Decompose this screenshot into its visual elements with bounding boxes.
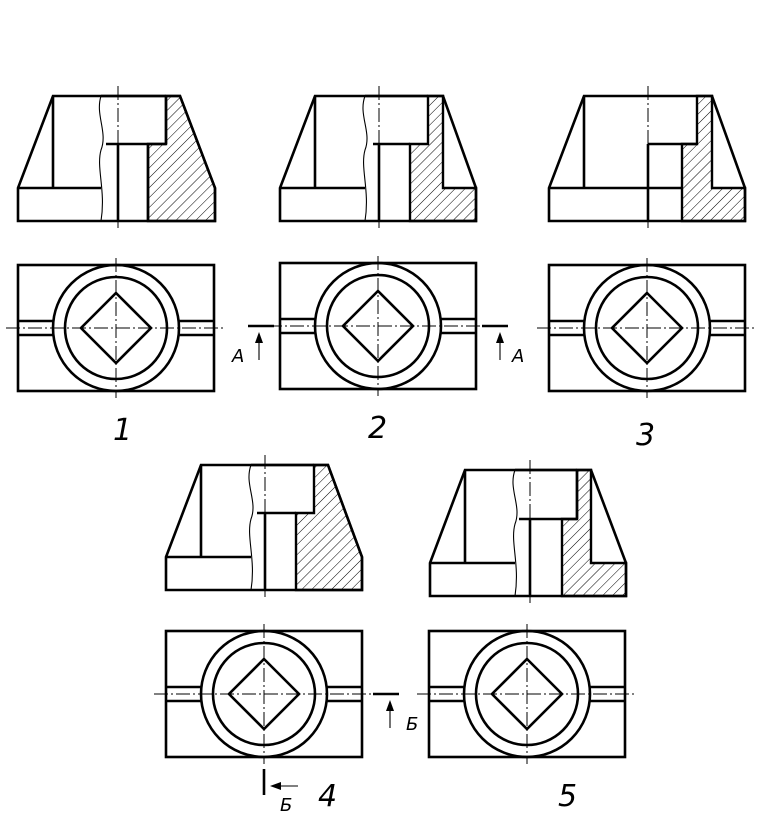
figure-4: Б Б 4 — [152, 455, 418, 816]
figure-number-2: 2 — [368, 411, 387, 446]
figure-number-3: 3 — [636, 418, 655, 453]
top-view-3 — [535, 256, 759, 400]
figure-1: 1 — [4, 86, 228, 448]
front-view-3 — [547, 94, 747, 223]
figure-2: A A 2 — [231, 86, 524, 446]
front-view-2 — [278, 94, 478, 223]
section-label-a-left: A — [231, 346, 244, 367]
front-view-1 — [16, 94, 217, 223]
section-mark-bottom-b: Б — [262, 769, 298, 816]
section-label-a-right: A — [511, 346, 524, 367]
section-label-b-right: Б — [406, 714, 418, 735]
figure-5: 5 — [415, 460, 639, 814]
section-mark-left-a: A — [231, 324, 274, 367]
front-view-5 — [428, 468, 628, 598]
top-view-4 — [152, 622, 376, 766]
top-view-1 — [4, 256, 228, 400]
section-mark-right-a: A — [482, 324, 524, 367]
front-view-4 — [164, 463, 364, 592]
section-label-b-bottom: Б — [280, 795, 292, 816]
figure-3: 3 — [535, 86, 759, 453]
top-view-2 — [266, 254, 490, 398]
figure-number-1: 1 — [113, 413, 132, 448]
figure-number-4: 4 — [318, 779, 337, 814]
figure-number-5: 5 — [558, 779, 577, 814]
top-view-5 — [415, 622, 639, 766]
section-mark-right-b: Б — [373, 692, 418, 735]
